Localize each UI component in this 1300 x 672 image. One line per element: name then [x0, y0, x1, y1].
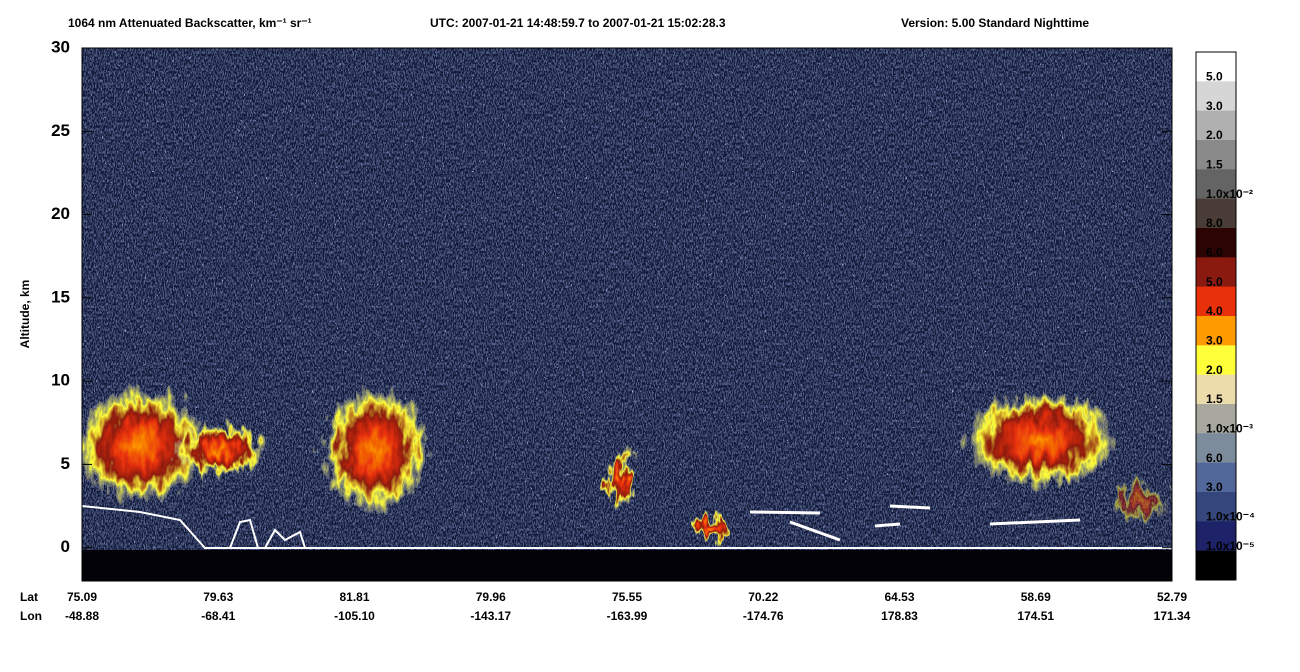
y-tick-label: 0 — [61, 537, 70, 556]
colorbar-bin — [1196, 374, 1236, 405]
colorbar-bin — [1196, 345, 1236, 376]
lat-tick-label: 70.22 — [748, 590, 778, 604]
lon-tick-label: -163.99 — [607, 609, 648, 623]
lat-tick-label: 58.69 — [1021, 590, 1051, 604]
y-tick-label: 30 — [51, 37, 70, 56]
lat-tick-label: 52.79 — [1157, 590, 1187, 604]
y-tick-label: 5 — [61, 454, 70, 473]
colorbar-label: 1.0x10⁻³ — [1206, 422, 1253, 436]
chart-title: 1064 nm Attenuated Backscatter, km⁻¹ sr⁻… — [68, 16, 312, 30]
colorbar-label: 5.0 — [1206, 275, 1223, 289]
lon-tick-label: 171.34 — [1154, 609, 1191, 623]
colorbar-label: 8.0 — [1206, 216, 1223, 230]
backscatter-field — [82, 48, 1172, 581]
lat-tick-label: 64.53 — [884, 590, 914, 604]
y-tick-label: 10 — [51, 371, 70, 390]
colorbar-label: 1.5 — [1206, 392, 1223, 406]
colorbar-label: 2.0 — [1206, 128, 1223, 142]
lat-tick-label: 75.55 — [612, 590, 642, 604]
lon-tick-label: 178.83 — [881, 609, 918, 623]
y-axis-label: Altitude, km — [18, 280, 32, 349]
version: Version: 5.00 Standard Nighttime — [901, 16, 1089, 30]
lon-label: Lon — [20, 609, 42, 623]
lon-tick-label: -143.17 — [470, 609, 511, 623]
lat-tick-label: 75.09 — [67, 590, 97, 604]
colorbar-bin — [1196, 286, 1236, 317]
colorbar-label: 3.0 — [1206, 334, 1223, 348]
colorbar-bin — [1196, 198, 1236, 229]
lat-tick-label: 79.63 — [203, 590, 233, 604]
colorbar-bin — [1196, 257, 1236, 288]
lon-tick-label: -68.41 — [201, 609, 235, 623]
colorbar-bin — [1196, 81, 1236, 112]
colorbar-label: 6.0 — [1206, 451, 1223, 465]
colorbar-bin — [1196, 316, 1236, 346]
colorbar-label: 1.5 — [1206, 158, 1223, 172]
colorbar-bin — [1196, 404, 1236, 434]
lon-tick-label: -174.76 — [743, 609, 784, 623]
colorbar-bin — [1196, 521, 1236, 552]
colorbar-bin — [1196, 492, 1236, 522]
colorbar-bin — [1196, 228, 1236, 258]
colorbar-bin — [1196, 140, 1236, 170]
colorbar-bin — [1196, 110, 1236, 141]
lon-tick-label: -48.88 — [65, 609, 99, 623]
colorbar-label: 1.0x10⁻² — [1206, 187, 1253, 201]
lat-tick-label: 79.96 — [476, 590, 506, 604]
colorbar-label: 4.0 — [1206, 304, 1223, 318]
y-tick-label: 15 — [51, 287, 70, 306]
y-tick-label: 20 — [51, 204, 70, 223]
colorbar-label: 6.0 — [1206, 246, 1223, 260]
colorbar-label: 2.0 — [1206, 363, 1223, 377]
lon-tick-label: 174.51 — [1017, 609, 1054, 623]
colorbar-bin — [1196, 169, 1236, 200]
colorbar-bin — [1196, 433, 1236, 464]
colorbar-bin — [1196, 52, 1236, 82]
colorbar-label: 1.0x10⁻⁴ — [1206, 510, 1255, 524]
colorbar-label: 1.0x10⁻⁵ — [1206, 539, 1255, 553]
colorbar-frame — [1195, 51, 1237, 581]
utc-range: UTC: 2007-01-21 14:48:59.7 to 2007-01-21… — [430, 16, 726, 30]
colorbar-label: 3.0 — [1206, 480, 1223, 494]
lat-tick-label: 81.81 — [339, 590, 369, 604]
y-tick-label: 25 — [51, 121, 70, 140]
lon-tick-label: -105.10 — [334, 609, 375, 623]
colorbar-bin — [1196, 550, 1236, 581]
colorbar-label: 5.0 — [1206, 70, 1223, 84]
colorbar-label: 3.0 — [1206, 99, 1223, 113]
plot-frame — [81, 47, 1173, 582]
lat-label: Lat — [20, 590, 38, 604]
colorbar-bin — [1196, 462, 1236, 493]
